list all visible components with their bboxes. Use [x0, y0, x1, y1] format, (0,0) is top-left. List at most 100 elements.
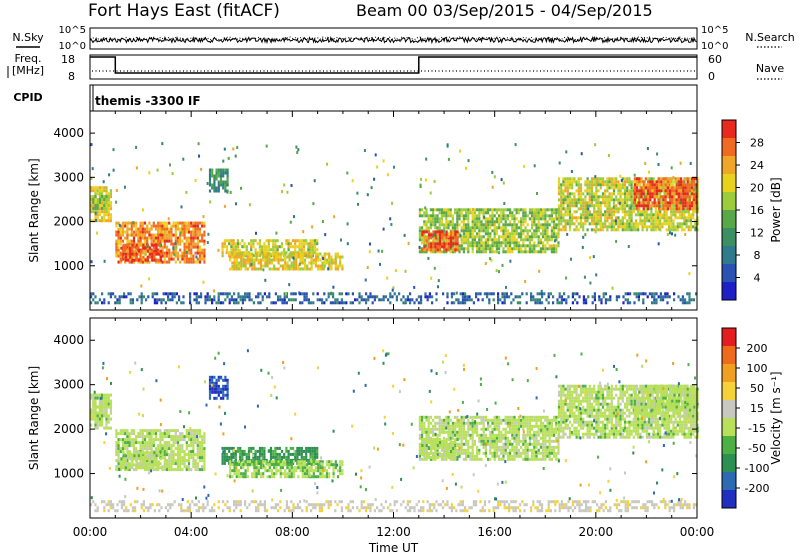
scatter-cell — [544, 250, 547, 254]
scatter-cell — [504, 241, 507, 245]
scatter-cell — [185, 260, 188, 264]
scatter-cell — [621, 201, 624, 205]
scatter-cell — [285, 455, 288, 459]
scatter-cell — [449, 239, 453, 243]
scatter-cell — [179, 462, 182, 466]
scatter-cell — [478, 211, 481, 215]
scatter-cell — [148, 246, 152, 250]
scatter-cell — [670, 207, 673, 211]
scatter-cell — [676, 222, 679, 226]
scatter-cell — [562, 213, 565, 217]
scatter-cell — [319, 258, 322, 262]
scatter-cell — [683, 222, 686, 226]
scatter-cell — [670, 219, 673, 223]
scatter-cell — [198, 254, 202, 258]
scatter-cell — [402, 295, 405, 299]
nsearch-label: N.Search — [745, 31, 795, 44]
scatter-cell — [292, 292, 295, 296]
scatter-cell — [176, 441, 180, 445]
scatter-cell — [294, 452, 297, 456]
scatter-cell — [541, 292, 544, 296]
scatter-cell — [333, 215, 336, 219]
scatter-cell — [308, 261, 311, 265]
scatter-cell — [182, 301, 185, 305]
scatter-cell — [357, 202, 359, 206]
scatter-cell — [197, 142, 200, 146]
scatter-cell — [143, 230, 147, 234]
scatter-cell — [517, 211, 520, 215]
scatter-cell — [495, 244, 498, 248]
scatter-cell — [506, 241, 509, 245]
scatter-cell — [557, 222, 561, 226]
scatter-cell — [447, 242, 450, 246]
scatter-cell — [307, 245, 310, 249]
scatter-cell — [566, 219, 569, 223]
scatter-cell — [626, 292, 629, 296]
scatter-cell — [637, 210, 640, 214]
scatter-cell — [262, 475, 265, 479]
scatter-cell — [137, 435, 140, 439]
scatter-cell — [121, 444, 125, 448]
scatter-cell — [500, 178, 503, 182]
scatter-cell — [546, 208, 549, 212]
scatter-cell — [483, 292, 486, 296]
scatter-cell — [400, 298, 403, 302]
scatter-cell — [504, 223, 507, 227]
scatter-cell — [523, 164, 526, 168]
scatter-cell — [234, 452, 237, 456]
scatter-cell — [666, 180, 669, 184]
scatter-cell — [251, 252, 254, 256]
scatter-cell — [511, 238, 514, 242]
scatter-cell — [584, 210, 587, 214]
scatter-cell — [322, 267, 325, 271]
scatter-cell — [117, 233, 120, 237]
scatter-cell — [150, 239, 153, 243]
scatter-cell — [235, 252, 238, 256]
scatter-cell — [606, 219, 609, 223]
scatter-cell — [688, 301, 691, 305]
scatter-cell — [201, 456, 204, 460]
scatter-cell — [661, 222, 664, 226]
scatter-cell — [630, 225, 633, 229]
scatter-cell — [285, 458, 288, 462]
scatter-cell — [454, 245, 457, 249]
scatter-cell — [163, 441, 166, 445]
scatter-cell — [190, 456, 193, 460]
scatter-cell — [670, 183, 673, 187]
scatter-cell — [242, 460, 245, 464]
scatter-cell — [165, 459, 169, 463]
scatter-cell — [311, 446, 314, 450]
scatter-cell — [670, 216, 673, 220]
scatter-cell — [676, 225, 679, 229]
scatter-cell — [143, 248, 147, 252]
scatter-cell — [433, 233, 436, 237]
scatter-cell — [159, 260, 162, 264]
scatter-cell — [154, 429, 158, 433]
scatter-cell — [208, 183, 212, 187]
scatter-cell — [652, 219, 655, 223]
scatter-cell — [421, 250, 424, 254]
scatter-cell — [514, 295, 517, 299]
scatter-cell — [201, 450, 204, 454]
scatter-cell — [542, 241, 545, 245]
scatter-cell — [651, 301, 654, 305]
scatter-cell — [233, 463, 236, 467]
scatter-cell — [168, 432, 171, 436]
scatter-cell — [678, 222, 682, 226]
scatter-cell — [147, 295, 150, 299]
scatter-cell — [117, 260, 120, 264]
scatter-cell — [154, 438, 158, 442]
scatter-cell — [600, 301, 603, 305]
scatter-cell — [203, 450, 206, 454]
scatter-cell — [449, 247, 452, 251]
scatter-cell — [150, 447, 153, 451]
scatter-cell — [489, 223, 492, 227]
scatter-cell — [179, 254, 182, 258]
scatter-cell — [143, 447, 147, 451]
scatter-cell — [92, 399, 95, 403]
scatter-cell — [240, 472, 243, 476]
scatter-cell — [98, 399, 101, 403]
scatter-cell — [172, 429, 175, 433]
scatter-cell — [688, 189, 691, 193]
scatter-cell — [571, 222, 574, 226]
